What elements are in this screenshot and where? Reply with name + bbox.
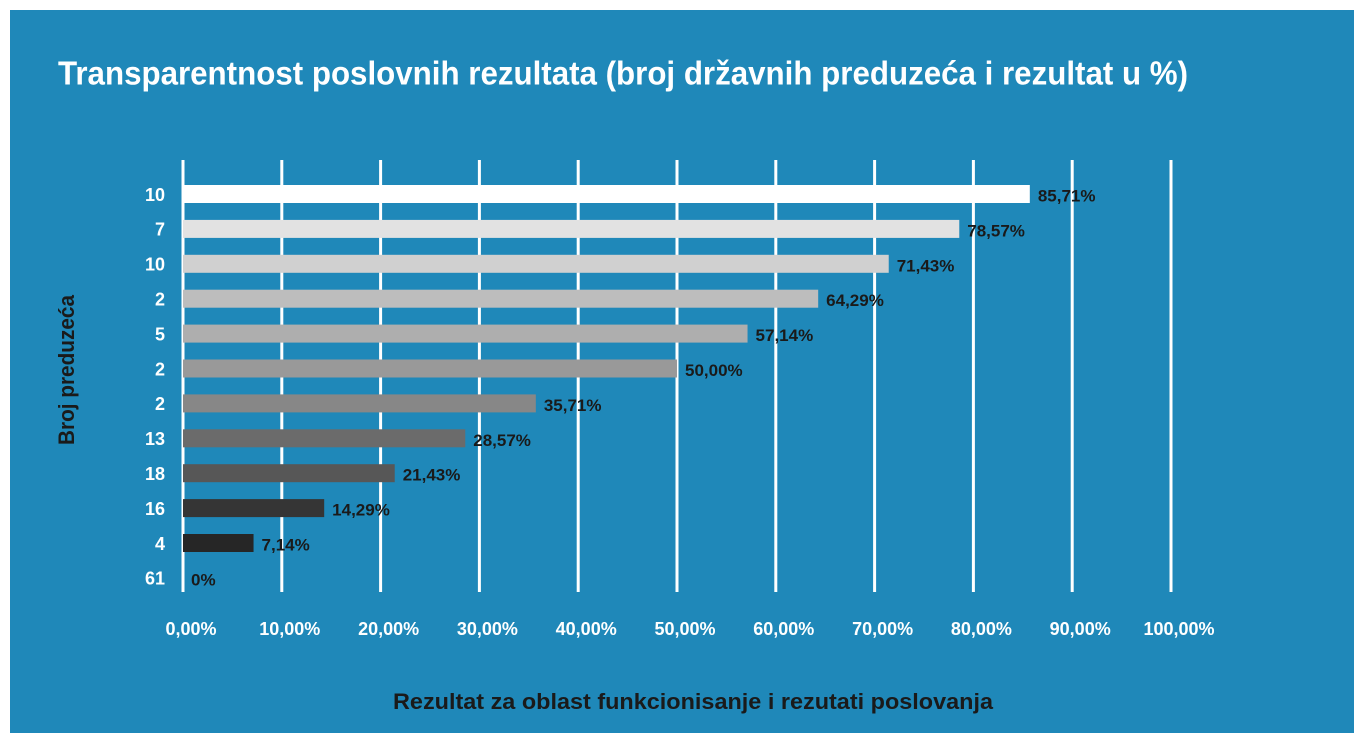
bar — [183, 185, 1030, 203]
y-tick-label: 2 — [155, 289, 165, 309]
x-tick-label: 40,00% — [556, 619, 617, 639]
value-label: 57,14% — [756, 326, 814, 345]
y-tick-label: 5 — [155, 324, 165, 344]
bar — [183, 429, 466, 448]
x-tick-label: 90,00% — [1050, 619, 1111, 639]
bar — [183, 464, 395, 483]
x-tick-label: 20,00% — [358, 619, 419, 639]
value-label: 35,71% — [544, 396, 602, 415]
x-tick-label: 80,00% — [951, 619, 1012, 639]
value-label: 85,71% — [1038, 186, 1096, 205]
value-label: 14,29% — [332, 501, 390, 520]
y-tick-label: 16 — [145, 499, 165, 519]
y-tick-label: 4 — [155, 534, 165, 554]
value-label: 28,57% — [473, 431, 531, 450]
x-tick-label: 30,00% — [457, 619, 518, 639]
value-label: 21,43% — [403, 466, 461, 485]
y-tick-label: 10 — [145, 185, 165, 205]
y-tick-label: 7 — [155, 220, 165, 240]
bar — [183, 324, 748, 343]
x-tick-label: 60,00% — [753, 619, 814, 639]
value-label: 0% — [191, 570, 216, 589]
x-tick-label: 100,00% — [1143, 619, 1214, 639]
x-tick-label: 10,00% — [259, 619, 320, 639]
value-label: 7,14% — [262, 535, 310, 554]
y-tick-label: 61 — [145, 569, 165, 589]
y-tick-label: 13 — [145, 429, 165, 449]
y-tick-label: 10 — [145, 255, 165, 275]
x-axis-label: Rezultat za oblast funkcionisanje i rezu… — [393, 689, 994, 714]
bar — [183, 219, 960, 238]
y-axis-label: Broj preduzeća — [54, 294, 79, 445]
bar — [183, 394, 536, 413]
chart-title: Transparentnost poslovnih rezultata (bro… — [58, 55, 1188, 92]
y-tick-label: 2 — [155, 359, 165, 379]
bar — [183, 359, 677, 378]
value-label: 64,29% — [826, 291, 884, 310]
x-tick-label: 0,00% — [165, 619, 216, 639]
bar — [183, 254, 889, 273]
value-label: 71,43% — [897, 256, 955, 275]
value-label: 50,00% — [685, 361, 743, 380]
y-tick-label: 18 — [145, 464, 165, 484]
x-tick-label: 50,00% — [654, 619, 715, 639]
x-tick-label: 70,00% — [852, 619, 913, 639]
bar — [183, 534, 254, 552]
bar — [183, 499, 325, 518]
y-tick-label: 2 — [155, 394, 165, 414]
bar — [183, 289, 819, 308]
value-label: 78,57% — [967, 221, 1025, 240]
